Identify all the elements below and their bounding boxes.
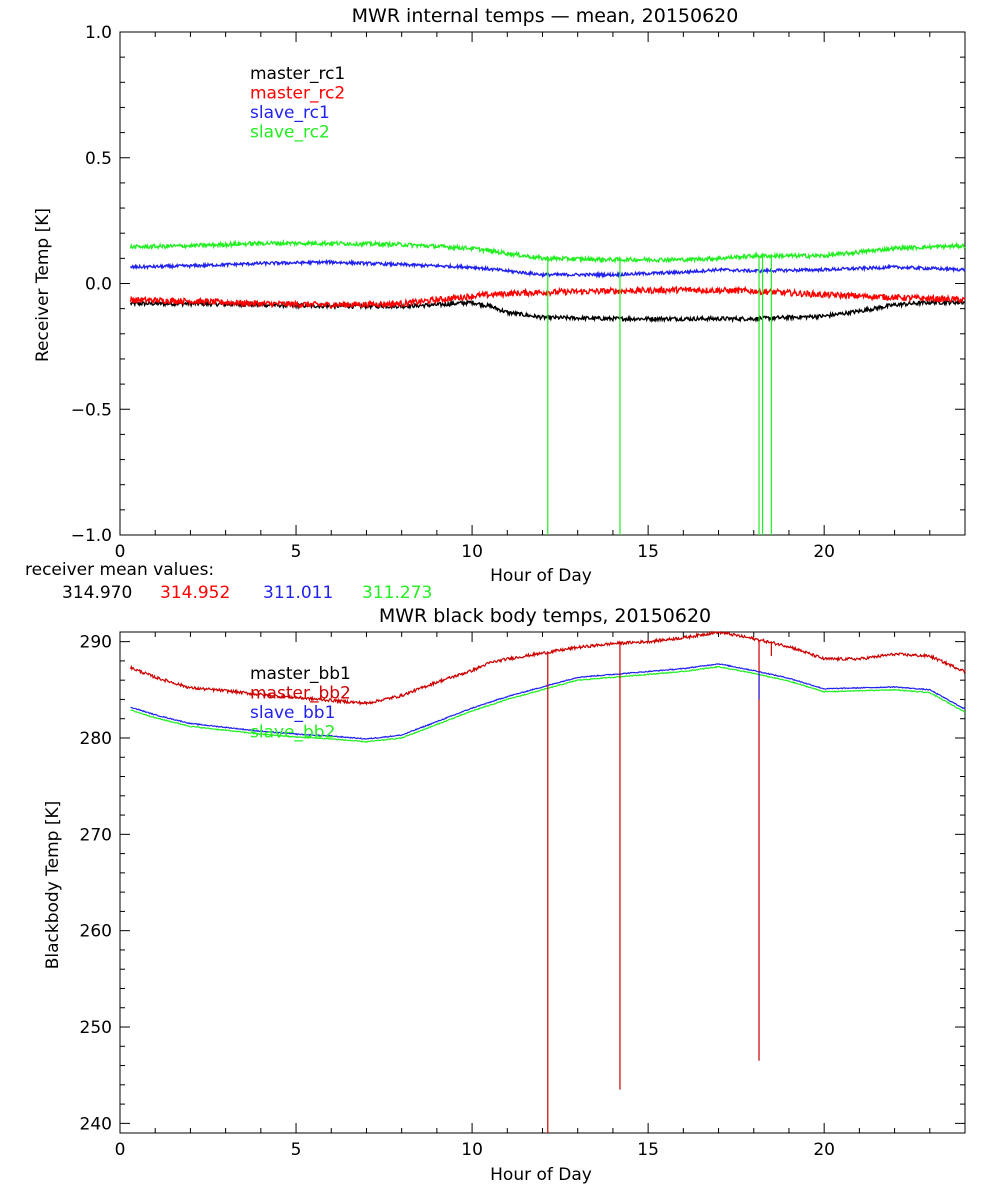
mean-value-slave-rc1: 311.011 xyxy=(263,583,333,603)
mean-value-slave-rc2: 311.273 xyxy=(362,583,432,603)
y-axis-label: Blackbody Temp [K] xyxy=(43,801,63,970)
legend-entry-slave_bb1: slave_bb1 xyxy=(250,703,335,723)
y-tick-label: 260 xyxy=(80,922,112,942)
x-tick-label: 5 xyxy=(291,1140,302,1160)
y-tick-label: 240 xyxy=(80,1114,112,1134)
plot-frame xyxy=(119,31,966,536)
x-tick-label: 20 xyxy=(813,1140,835,1160)
x-tick-label: 10 xyxy=(461,1140,483,1160)
y-tick-label: 0.0 xyxy=(85,275,112,295)
y-tick-label: 0.5 xyxy=(85,149,112,169)
mean-value-master-rc2: 314.952 xyxy=(160,583,230,603)
chart-panel-0: 0 5 10 15 20 −1.0 −0.5 0.0 0.5 1.0 master_rc1maste… xyxy=(71,23,966,562)
legend-entry-slave_rc2: slave_rc2 xyxy=(250,123,330,143)
series-line-slave_rc2 xyxy=(129,238,966,265)
legend-entry-slave_bb2: slave_bb2 xyxy=(250,723,335,743)
legend-entry-master_rc1: master_rc1 xyxy=(250,64,345,84)
y-tick-label: 1.0 xyxy=(85,23,112,43)
x-tick-label: 15 xyxy=(637,542,659,562)
chart-title: MWR black body temps, 20150620 xyxy=(379,605,711,627)
y-tick-label: −0.5 xyxy=(71,400,112,420)
x-axis-label: Hour of Day xyxy=(490,1165,592,1185)
y-axis-label: Receiver Temp [K] xyxy=(33,208,53,362)
legend-entry-master_bb2: master_bb2 xyxy=(250,684,351,704)
chart-panel-1: 0 5 10 15 20 240 250 260 270 280 290 master_bb1mast… xyxy=(80,630,966,1160)
y-tick-label: −1.0 xyxy=(71,526,112,546)
plot-frame xyxy=(119,631,966,1134)
x-axis-label: Hour of Day xyxy=(490,566,592,586)
chart-title: MWR internal temps — mean, 20150620 xyxy=(352,5,739,27)
legend-entry-slave_rc1: slave_rc1 xyxy=(250,103,330,123)
mean-values-label: receiver mean values: xyxy=(25,560,214,580)
x-tick-label: 0 xyxy=(115,542,126,562)
x-tick-label: 15 xyxy=(637,1140,659,1160)
x-tick-label: 5 xyxy=(291,542,302,562)
mean-value-master-rc1: 314.970 xyxy=(62,583,132,603)
y-tick-label: 290 xyxy=(80,633,112,653)
legend-entry-master_rc2: master_rc2 xyxy=(250,84,345,104)
x-tick-label: 20 xyxy=(813,542,835,562)
legend-entry-master_bb1: master_bb1 xyxy=(250,664,351,684)
y-tick-label: 280 xyxy=(80,729,112,749)
x-tick-label: 10 xyxy=(461,542,483,562)
x-tick-label: 0 xyxy=(115,1140,126,1160)
y-tick-label: 270 xyxy=(80,825,112,845)
y-tick-label: 250 xyxy=(80,1018,112,1038)
